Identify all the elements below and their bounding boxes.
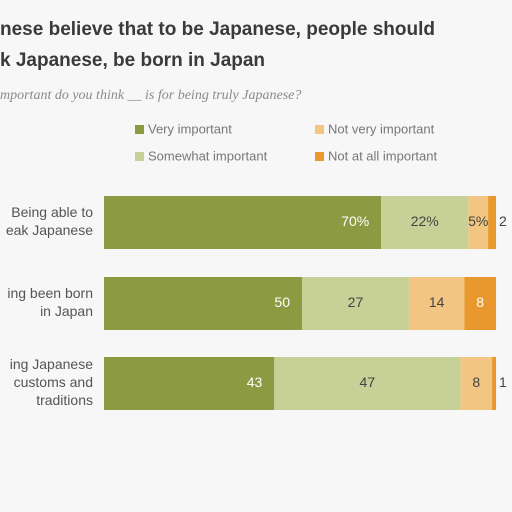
value-label: 43 (247, 374, 263, 390)
bar-segment (104, 357, 275, 410)
legend-swatch (135, 125, 144, 134)
bar-segment (460, 357, 493, 410)
value-label: 1 (499, 374, 507, 390)
category-label: traditions (36, 392, 93, 408)
bar-segment (104, 277, 302, 330)
chart-title: k Japanese, be born in Japan (0, 50, 265, 71)
legend-swatch (315, 152, 324, 161)
category-label: in Japan (40, 303, 93, 319)
bar-segment (488, 196, 497, 249)
value-label: 27 (348, 294, 364, 310)
legend-swatch (315, 125, 324, 134)
bar-segment (274, 357, 461, 410)
value-label: 14 (429, 294, 445, 310)
bar-segment (381, 196, 469, 249)
category-label: eak Japanese (6, 222, 93, 238)
value-label: 5% (468, 213, 488, 229)
legend-label: Not at all important (328, 148, 437, 163)
bar-segment (464, 277, 497, 330)
category-label: ing been born (7, 285, 93, 301)
value-label: 70% (341, 213, 369, 229)
legend-swatch (135, 152, 144, 161)
value-label: 2 (499, 213, 507, 229)
value-label: 22% (411, 213, 439, 229)
legend-label: Not very important (328, 121, 435, 136)
bar-segment (492, 357, 497, 410)
bar-segment (468, 196, 489, 249)
category-label: ing Japanese (10, 356, 94, 372)
legend-label: Very important (148, 121, 232, 136)
category-label: customs and (14, 374, 93, 390)
value-label: 47 (360, 374, 376, 390)
chart-title: nese believe that to be Japanese, people… (0, 19, 435, 40)
legend-label: Somewhat important (148, 148, 268, 163)
value-label: 8 (476, 294, 484, 310)
value-label: 8 (472, 374, 480, 390)
bar-segment (408, 277, 465, 330)
bar-segment (104, 196, 382, 249)
chart-subtitle: mportant do you think __ is for being tr… (0, 88, 301, 103)
bar-segment (302, 277, 409, 330)
value-label: 50 (274, 294, 290, 310)
category-label: Being able to (11, 204, 93, 220)
